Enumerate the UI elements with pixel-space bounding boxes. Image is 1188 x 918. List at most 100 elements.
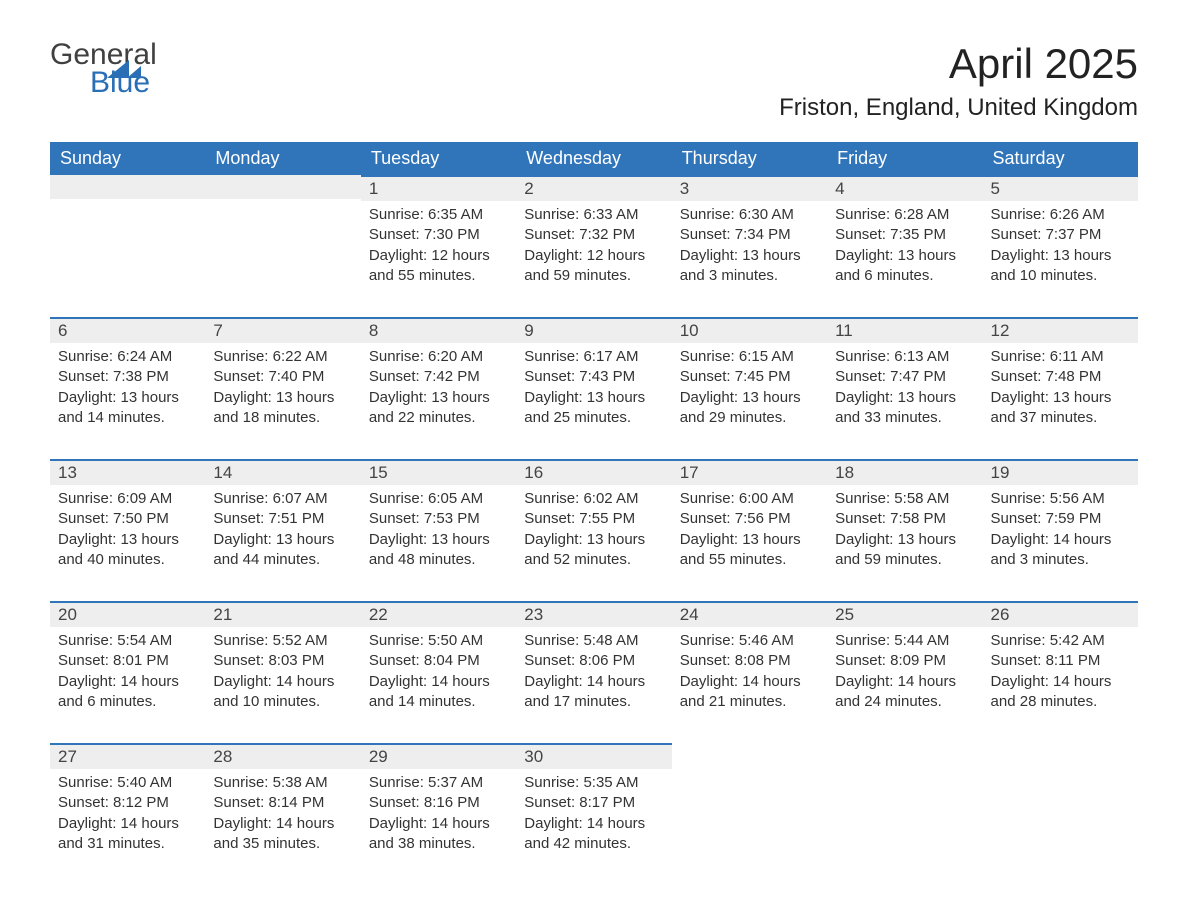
calendar-cell: 4Sunrise: 6:28 AMSunset: 7:35 PMDaylight… [827,175,982,303]
sunrise-line: Sunrise: 5:56 AM [991,489,1130,509]
day-number: 21 [205,601,360,627]
sunset-line: Sunset: 8:09 PM [835,651,974,671]
sail-icon [107,60,129,78]
day-body: Sunrise: 5:50 AMSunset: 8:04 PMDaylight:… [361,627,516,722]
day-number: 30 [516,743,671,769]
calendar-cell: 6Sunrise: 6:24 AMSunset: 7:38 PMDaylight… [50,317,205,445]
day-header: Thursday [672,142,827,175]
day-body: Sunrise: 6:13 AMSunset: 7:47 PMDaylight:… [827,343,982,438]
calendar-cell: 21Sunrise: 5:52 AMSunset: 8:03 PMDayligh… [205,601,360,729]
calendar-cell: 26Sunrise: 5:42 AMSunset: 8:11 PMDayligh… [983,601,1138,729]
daylight-line: Daylight: 13 hours and 59 minutes. [835,530,974,571]
sunrise-line: Sunrise: 6:35 AM [369,205,508,225]
sunrise-line: Sunrise: 6:20 AM [369,347,508,367]
day-body: Sunrise: 6:28 AMSunset: 7:35 PMDaylight:… [827,201,982,296]
logo: General Blue [50,40,141,98]
calendar-cell: 1Sunrise: 6:35 AMSunset: 7:30 PMDaylight… [361,175,516,303]
day-header-row: Sunday Monday Tuesday Wednesday Thursday… [50,142,1138,175]
day-body: Sunrise: 6:00 AMSunset: 7:56 PMDaylight:… [672,485,827,580]
sunrise-line: Sunrise: 5:52 AM [213,631,352,651]
day-number: 13 [50,459,205,485]
sunrise-line: Sunrise: 5:44 AM [835,631,974,651]
day-header: Friday [827,142,982,175]
sunset-line: Sunset: 7:32 PM [524,225,663,245]
day-body: Sunrise: 6:33 AMSunset: 7:32 PMDaylight:… [516,201,671,296]
calendar-cell: 12Sunrise: 6:11 AMSunset: 7:48 PMDayligh… [983,317,1138,445]
sunrise-line: Sunrise: 6:07 AM [213,489,352,509]
day-body: Sunrise: 5:48 AMSunset: 8:06 PMDaylight:… [516,627,671,722]
sunset-line: Sunset: 7:58 PM [835,509,974,529]
day-body: Sunrise: 5:38 AMSunset: 8:14 PMDaylight:… [205,769,360,864]
day-body: Sunrise: 6:17 AMSunset: 7:43 PMDaylight:… [516,343,671,438]
calendar-week-row: 27Sunrise: 5:40 AMSunset: 8:12 PMDayligh… [50,743,1138,871]
sunset-line: Sunset: 7:55 PM [524,509,663,529]
calendar-cell: 24Sunrise: 5:46 AMSunset: 8:08 PMDayligh… [672,601,827,729]
daylight-line: Daylight: 13 hours and 44 minutes. [213,530,352,571]
calendar-cell: 14Sunrise: 6:07 AMSunset: 7:51 PMDayligh… [205,459,360,587]
sunset-line: Sunset: 8:03 PM [213,651,352,671]
daylight-line: Daylight: 13 hours and 55 minutes. [680,530,819,571]
calendar-cell: 23Sunrise: 5:48 AMSunset: 8:06 PMDayligh… [516,601,671,729]
calendar-week-row: 6Sunrise: 6:24 AMSunset: 7:38 PMDaylight… [50,317,1138,445]
daylight-line: Daylight: 14 hours and 35 minutes. [213,814,352,855]
sunset-line: Sunset: 7:45 PM [680,367,819,387]
daylight-line: Daylight: 14 hours and 31 minutes. [58,814,197,855]
sunset-line: Sunset: 8:01 PM [58,651,197,671]
day-body: Sunrise: 5:40 AMSunset: 8:12 PMDaylight:… [50,769,205,864]
day-number: 20 [50,601,205,627]
sunrise-line: Sunrise: 5:37 AM [369,773,508,793]
calendar-cell [205,175,360,303]
day-body: Sunrise: 6:02 AMSunset: 7:55 PMDaylight:… [516,485,671,580]
sunrise-line: Sunrise: 6:22 AM [213,347,352,367]
calendar-cell: 27Sunrise: 5:40 AMSunset: 8:12 PMDayligh… [50,743,205,871]
daylight-line: Daylight: 14 hours and 38 minutes. [369,814,508,855]
sunset-line: Sunset: 8:08 PM [680,651,819,671]
calendar-cell [983,743,1138,871]
week-separator [50,303,1138,317]
day-body: Sunrise: 6:22 AMSunset: 7:40 PMDaylight:… [205,343,360,438]
daylight-line: Daylight: 13 hours and 6 minutes. [835,246,974,287]
calendar-cell: 8Sunrise: 6:20 AMSunset: 7:42 PMDaylight… [361,317,516,445]
daylight-line: Daylight: 12 hours and 59 minutes. [524,246,663,287]
daylight-line: Daylight: 13 hours and 25 minutes. [524,388,663,429]
week-separator [50,729,1138,743]
sunset-line: Sunset: 7:50 PM [58,509,197,529]
day-body: Sunrise: 5:46 AMSunset: 8:08 PMDaylight:… [672,627,827,722]
calendar-cell: 10Sunrise: 6:15 AMSunset: 7:45 PMDayligh… [672,317,827,445]
day-body: Sunrise: 6:07 AMSunset: 7:51 PMDaylight:… [205,485,360,580]
calendar-cell: 3Sunrise: 6:30 AMSunset: 7:34 PMDaylight… [672,175,827,303]
day-number: 24 [672,601,827,627]
day-number: 5 [983,175,1138,201]
calendar-cell [672,743,827,871]
sunset-line: Sunset: 8:17 PM [524,793,663,813]
sunrise-line: Sunrise: 5:38 AM [213,773,352,793]
day-body: Sunrise: 6:30 AMSunset: 7:34 PMDaylight:… [672,201,827,296]
day-number: 2 [516,175,671,201]
sail-icon-small [127,66,141,78]
day-number: 28 [205,743,360,769]
sunrise-line: Sunrise: 5:54 AM [58,631,197,651]
daylight-line: Daylight: 13 hours and 10 minutes. [991,246,1130,287]
daylight-line: Daylight: 13 hours and 14 minutes. [58,388,197,429]
calendar-table: Sunday Monday Tuesday Wednesday Thursday… [50,142,1138,871]
day-number: 4 [827,175,982,201]
daylight-line: Daylight: 13 hours and 40 minutes. [58,530,197,571]
sunset-line: Sunset: 7:59 PM [991,509,1130,529]
day-number: 1 [361,175,516,201]
day-number: 22 [361,601,516,627]
sunrise-line: Sunrise: 6:09 AM [58,489,197,509]
day-number: 27 [50,743,205,769]
daylight-line: Daylight: 13 hours and 33 minutes. [835,388,974,429]
calendar-cell: 18Sunrise: 5:58 AMSunset: 7:58 PMDayligh… [827,459,982,587]
day-number: 7 [205,317,360,343]
sunrise-line: Sunrise: 6:00 AM [680,489,819,509]
day-number: 18 [827,459,982,485]
day-body: Sunrise: 6:15 AMSunset: 7:45 PMDaylight:… [672,343,827,438]
day-number: 9 [516,317,671,343]
day-number: 17 [672,459,827,485]
title-block: April 2025 Friston, England, United King… [779,40,1138,122]
sunset-line: Sunset: 8:04 PM [369,651,508,671]
daylight-line: Daylight: 14 hours and 21 minutes. [680,672,819,713]
daylight-line: Daylight: 14 hours and 14 minutes. [369,672,508,713]
day-number: 23 [516,601,671,627]
